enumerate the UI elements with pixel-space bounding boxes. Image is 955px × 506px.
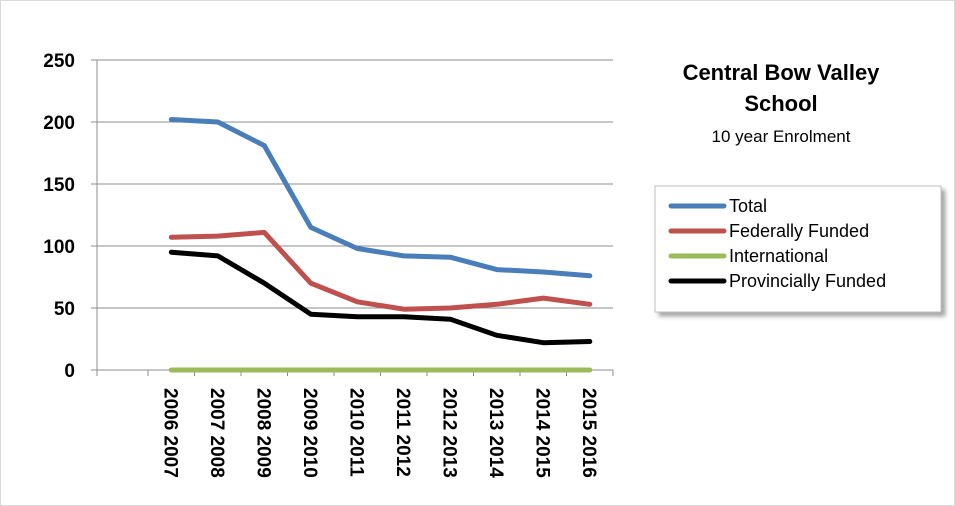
x-tick-label: 2015 2016	[578, 388, 599, 478]
y-tick-label: 50	[54, 299, 75, 320]
x-tick-label: 2009 2010	[299, 388, 320, 478]
x-tick-label: 2011 2012	[392, 388, 413, 477]
y-tick-label: 0	[64, 361, 75, 382]
x-tick-label: 2014 2015	[531, 388, 552, 478]
x-tick-label: 2008 2009	[252, 388, 273, 478]
y-tick-label: 200	[43, 113, 75, 134]
x-axis-ticks: 2006 2007 2007 2008 2008 2009 2009 2010 2010…	[159, 388, 599, 478]
y-axis-ticks: 0 50 100 150 200 250	[43, 51, 75, 382]
y-tick-label: 100	[43, 237, 75, 258]
x-tick-label: 2006 2007	[159, 388, 180, 478]
series-line-federally-funded	[168, 229, 593, 312]
y-tick-label: 250	[43, 51, 75, 72]
legend-label-provincially-funded: Provincially Funded	[729, 271, 886, 291]
x-tick-label: 2010 2011	[345, 388, 366, 477]
legend: Total Federally Funded International Provin…	[654, 185, 942, 313]
axes	[91, 59, 614, 376]
y-tick-label: 150	[43, 175, 75, 196]
chart-title-line-2: School	[744, 91, 817, 116]
legend-label-federally-funded: Federally Funded	[729, 221, 869, 241]
legend-label-total: Total	[729, 196, 767, 216]
legend-label-international: International	[729, 246, 828, 266]
chart-title-line-1: Central Bow Valley	[683, 60, 881, 85]
series-lines	[168, 117, 593, 373]
series-line-total	[168, 117, 593, 279]
chart-title-block: Central Bow Valley School 10 year Enrolm…	[683, 60, 881, 146]
x-tick-label: 2013 2014	[485, 388, 506, 478]
x-tick-label: 2012 2013	[438, 388, 459, 478]
series-line-provincially-funded	[168, 249, 593, 346]
chart-subtitle: 10 year Enrolment	[712, 127, 851, 146]
x-tick-label: 2007 2008	[206, 388, 227, 478]
